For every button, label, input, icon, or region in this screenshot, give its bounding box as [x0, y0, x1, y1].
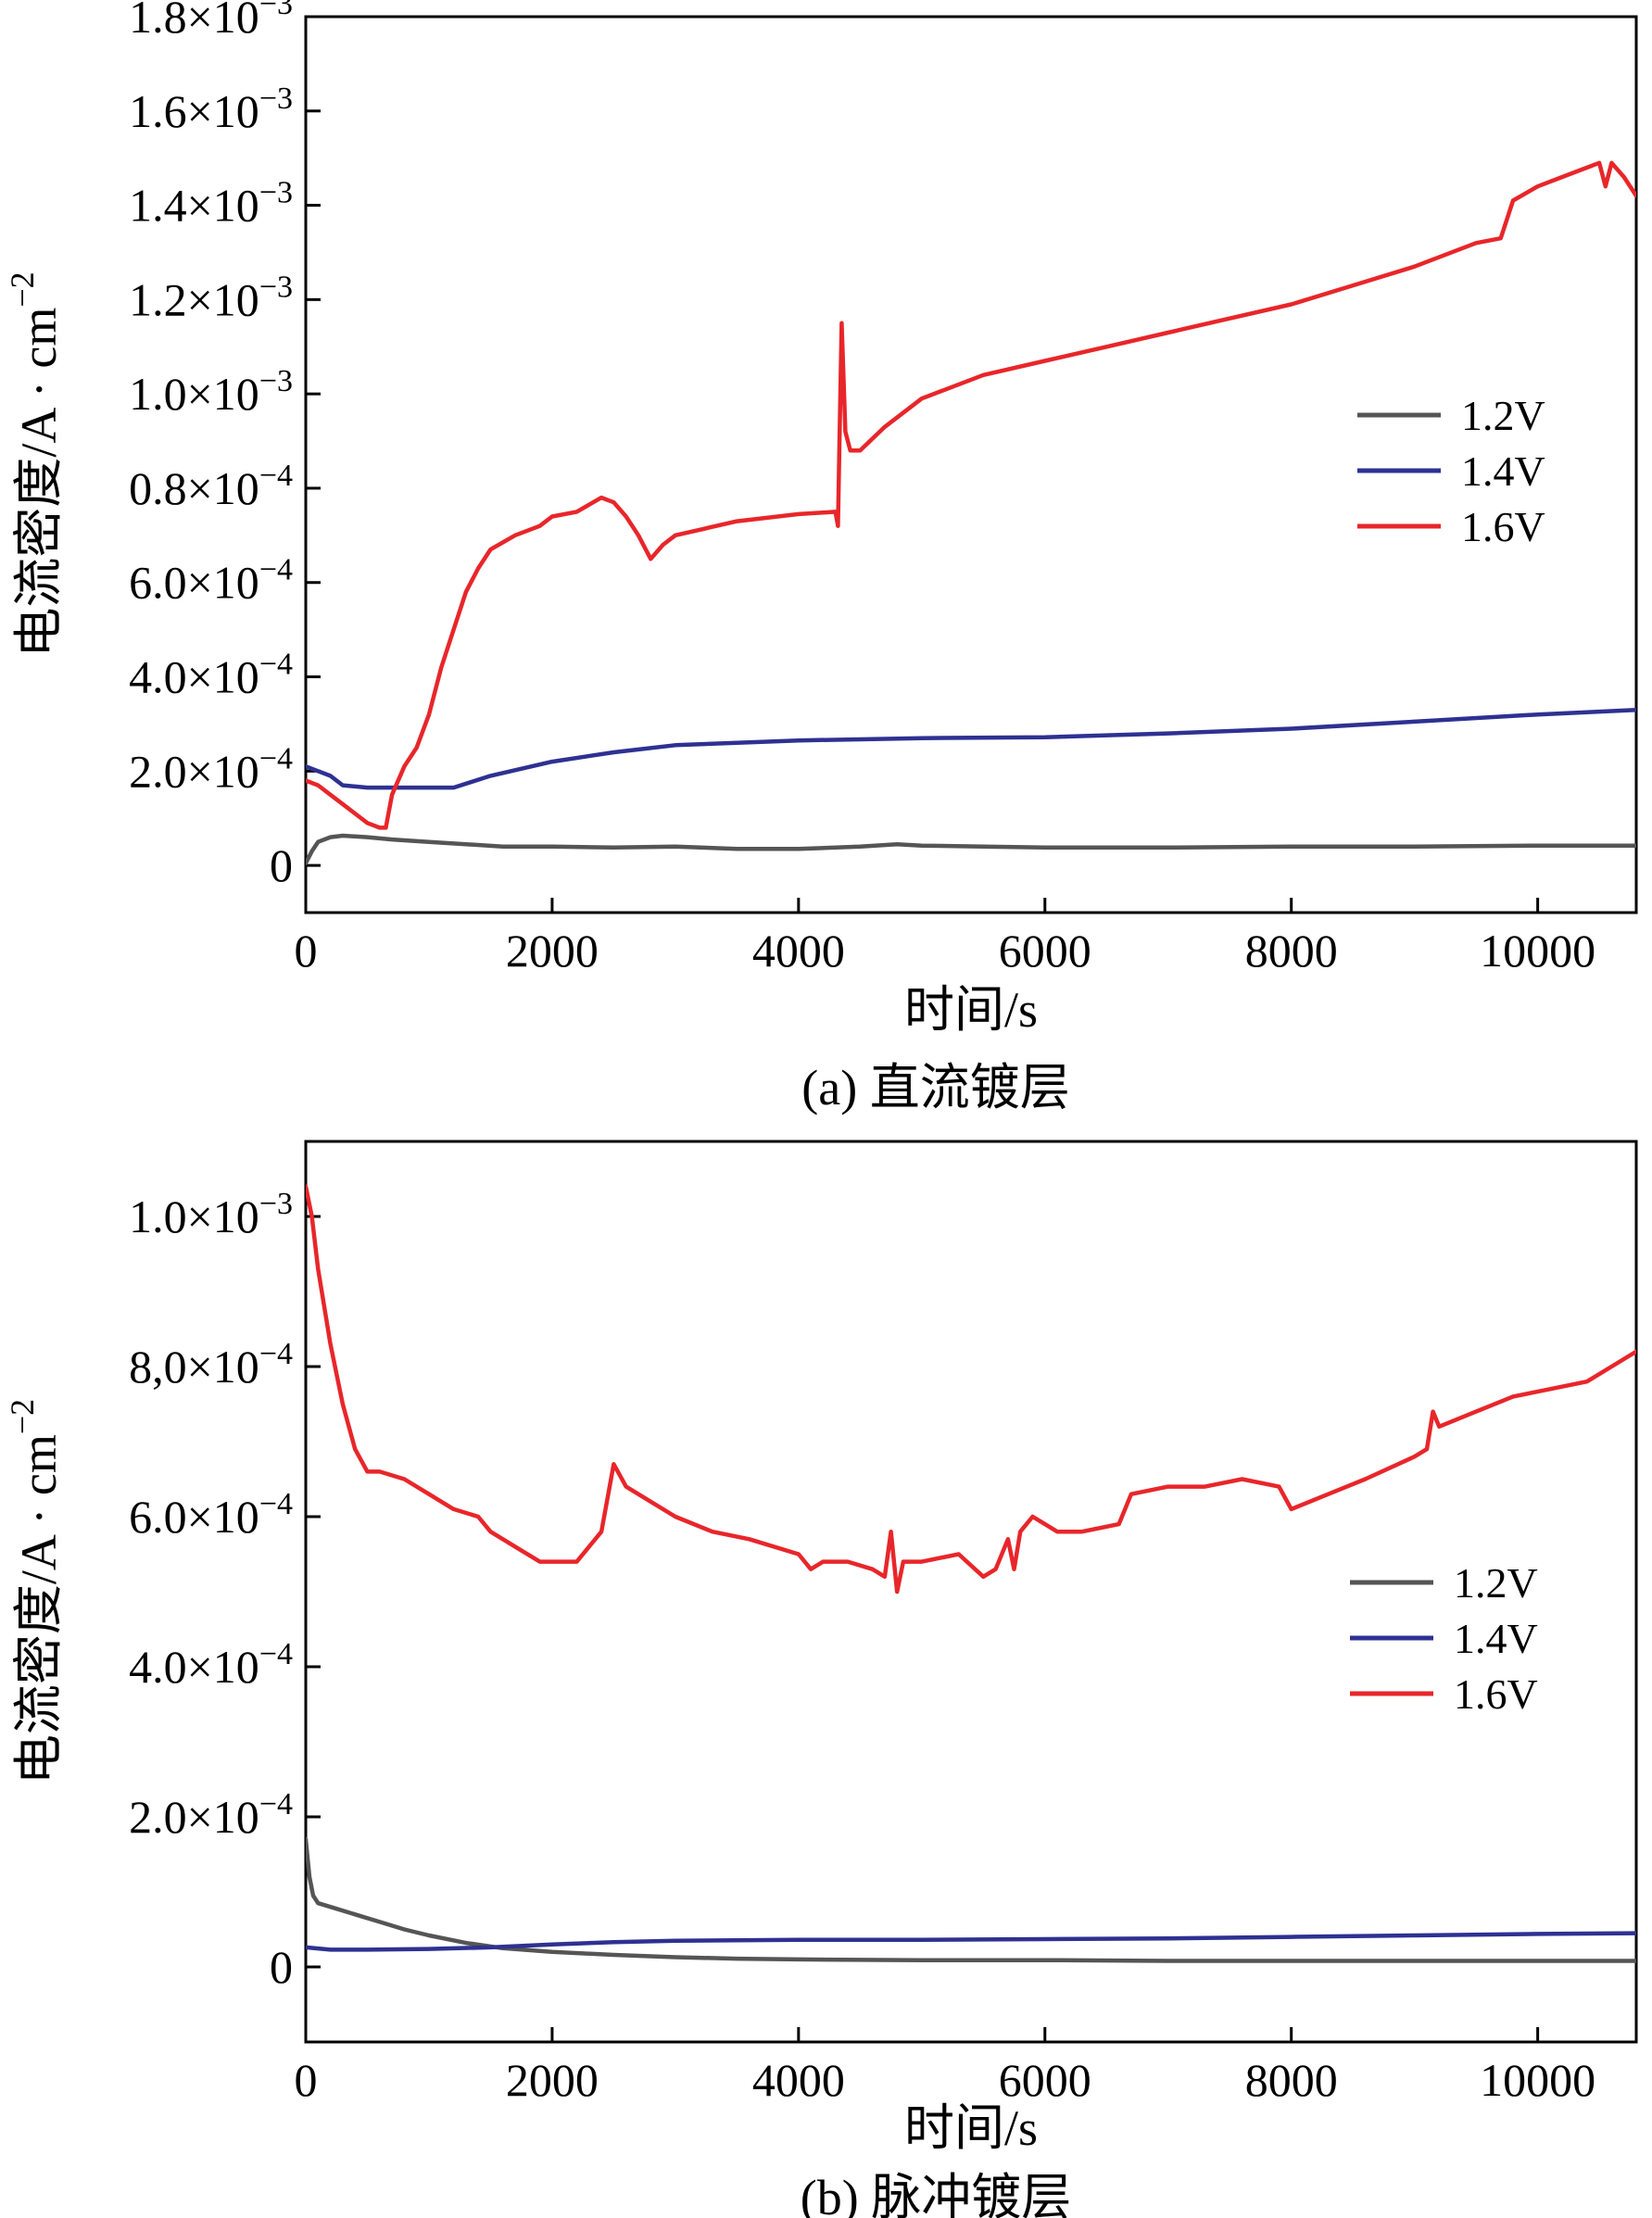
legend: 1.2V 1.4V 1.6V	[1350, 1559, 1538, 1718]
chart-panel-1: 0 2000 4000 6000 8000 10000 0 2.0×10−4 4.0×10−4 6…	[4, 1140, 1638, 2218]
figure-caption: (b) 脉冲镀层	[801, 2170, 1071, 2218]
y-axis-title: 电流密度/A · cm−2	[4, 271, 67, 657]
y-tick-label: 4.0×10−4	[129, 1637, 293, 1693]
x-tick-label: 6000	[999, 925, 1091, 977]
y-tick-label: 6.0×10−4	[129, 1487, 293, 1543]
y-tick-label: 0	[270, 1941, 293, 1993]
x-tick-label: 4000	[752, 925, 845, 977]
series-line-1.4V	[306, 1931, 1636, 1952]
x-tick-label: 0	[295, 2054, 318, 2106]
series-line-1.6V	[306, 1184, 1636, 1594]
y-tick-label: 8,0×10−4	[129, 1337, 293, 1393]
y-tick-label: 4.0×10−4	[129, 648, 293, 703]
y-tick-label: 1.6×10−3	[129, 82, 293, 137]
x-tick-label: 8000	[1245, 925, 1338, 977]
plot-frame	[304, 1140, 1638, 2044]
x-tick-label: 4000	[752, 2054, 845, 2106]
plot-frame	[304, 15, 1638, 914]
y-tick-label: 1.0×10−3	[129, 364, 293, 420]
legend: 1.2V 1.4V 1.6V	[1357, 392, 1545, 550]
x-tick-label: 6000	[999, 2054, 1091, 2106]
x-tick-label: 10000	[1480, 925, 1595, 977]
x-tick-label: 0	[295, 925, 318, 977]
series-line-1.2V	[306, 833, 1636, 865]
y-tick-label: 0	[270, 839, 293, 891]
legend-label-1.6V: 1.6V	[1461, 503, 1545, 550]
y-tick-label: 0.8×10−4	[129, 459, 293, 514]
legend-label-1.2V: 1.2V	[1454, 1559, 1538, 1607]
legend-label-1.6V: 1.6V	[1454, 1670, 1538, 1718]
x-tick-label: 2000	[506, 925, 599, 977]
series-line-1.4V	[306, 707, 1636, 790]
legend-label-1.2V: 1.2V	[1461, 392, 1545, 439]
legend-label-1.4V: 1.4V	[1454, 1615, 1538, 1662]
figure-caption: (a) 直流镀层	[801, 1060, 1069, 1115]
x-tick-label: 2000	[506, 2054, 599, 2106]
y-tick-label: 2.0×10−4	[129, 1787, 293, 1843]
x-tick-label: 10000	[1480, 2054, 1595, 2106]
y-tick-label: 1.8×10−3	[129, 0, 293, 43]
x-tick-label: 8000	[1245, 2054, 1338, 2106]
y-tick-label: 6.0×10−4	[129, 553, 293, 609]
y-tick-label: 1.0×10−3	[129, 1187, 293, 1242]
x-axis-title: 时间/s	[904, 2100, 1038, 2156]
y-tick-label: 1.4×10−3	[129, 176, 293, 232]
legend-label-1.4V: 1.4V	[1461, 447, 1545, 495]
x-axis-title: 时间/s	[904, 982, 1038, 1038]
chart-panel-0: 0 2000 4000 6000 8000 10000 0 2.0×10−4 4.0×10−4 6…	[4, 0, 1638, 1115]
series-line-1.2V	[306, 1837, 1636, 1963]
series-line-1.6V	[306, 160, 1636, 830]
y-axis-title: 电流密度/A · cm−2	[4, 1399, 67, 1784]
y-tick-label: 1.2×10−3	[129, 270, 293, 325]
y-tick-label: 2.0×10−4	[129, 741, 293, 797]
